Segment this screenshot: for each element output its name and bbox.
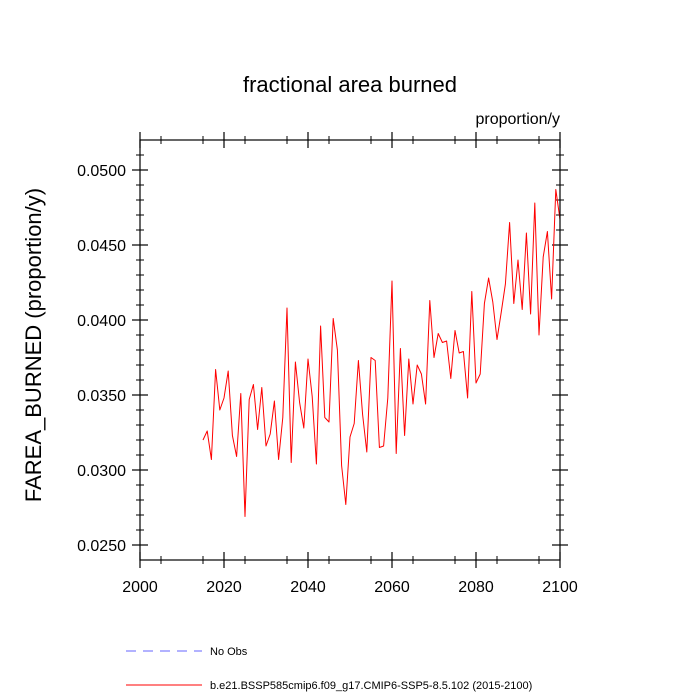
x-tick-label: 2020 xyxy=(206,579,242,596)
x-tick-label: 2060 xyxy=(374,579,410,596)
series-layer xyxy=(202,189,561,517)
x-tick-label: 2100 xyxy=(542,579,578,596)
chart-title: fractional area burned xyxy=(243,72,457,97)
x-tick-label: 2000 xyxy=(122,579,158,596)
plot-frame xyxy=(139,139,561,561)
legend-label-model-run: b.e21.BSSP585cmip6.f09_g17.CMIP6-SSP5-8.… xyxy=(210,680,532,692)
axis-ticks xyxy=(132,132,568,568)
y-tick-label: 0.0400 xyxy=(77,313,126,330)
y-tick-label: 0.0300 xyxy=(77,463,126,480)
chart-units-label: proportion/y xyxy=(476,111,561,128)
x-tick-label: 2080 xyxy=(458,579,494,596)
legend: No Obs b.e21.BSSP585cmip6.f09_g17.CMIP6-… xyxy=(126,646,532,692)
y-tick-label: 0.0350 xyxy=(77,388,126,405)
legend-label-no-obs: No Obs xyxy=(210,646,248,658)
axis-tick-labels: 2000 2020 2040 2060 2080 2100 0.0250 0.0300 0.03… xyxy=(77,163,578,596)
y-tick-label: 0.0500 xyxy=(77,163,126,180)
x-tick-label: 2040 xyxy=(290,579,326,596)
series-line-0 xyxy=(202,189,561,517)
y-tick-label: 0.0250 xyxy=(77,538,126,555)
y-axis-label: FAREA_BURNED (proportion/y) xyxy=(21,188,46,502)
y-tick-label: 0.0450 xyxy=(77,238,126,255)
